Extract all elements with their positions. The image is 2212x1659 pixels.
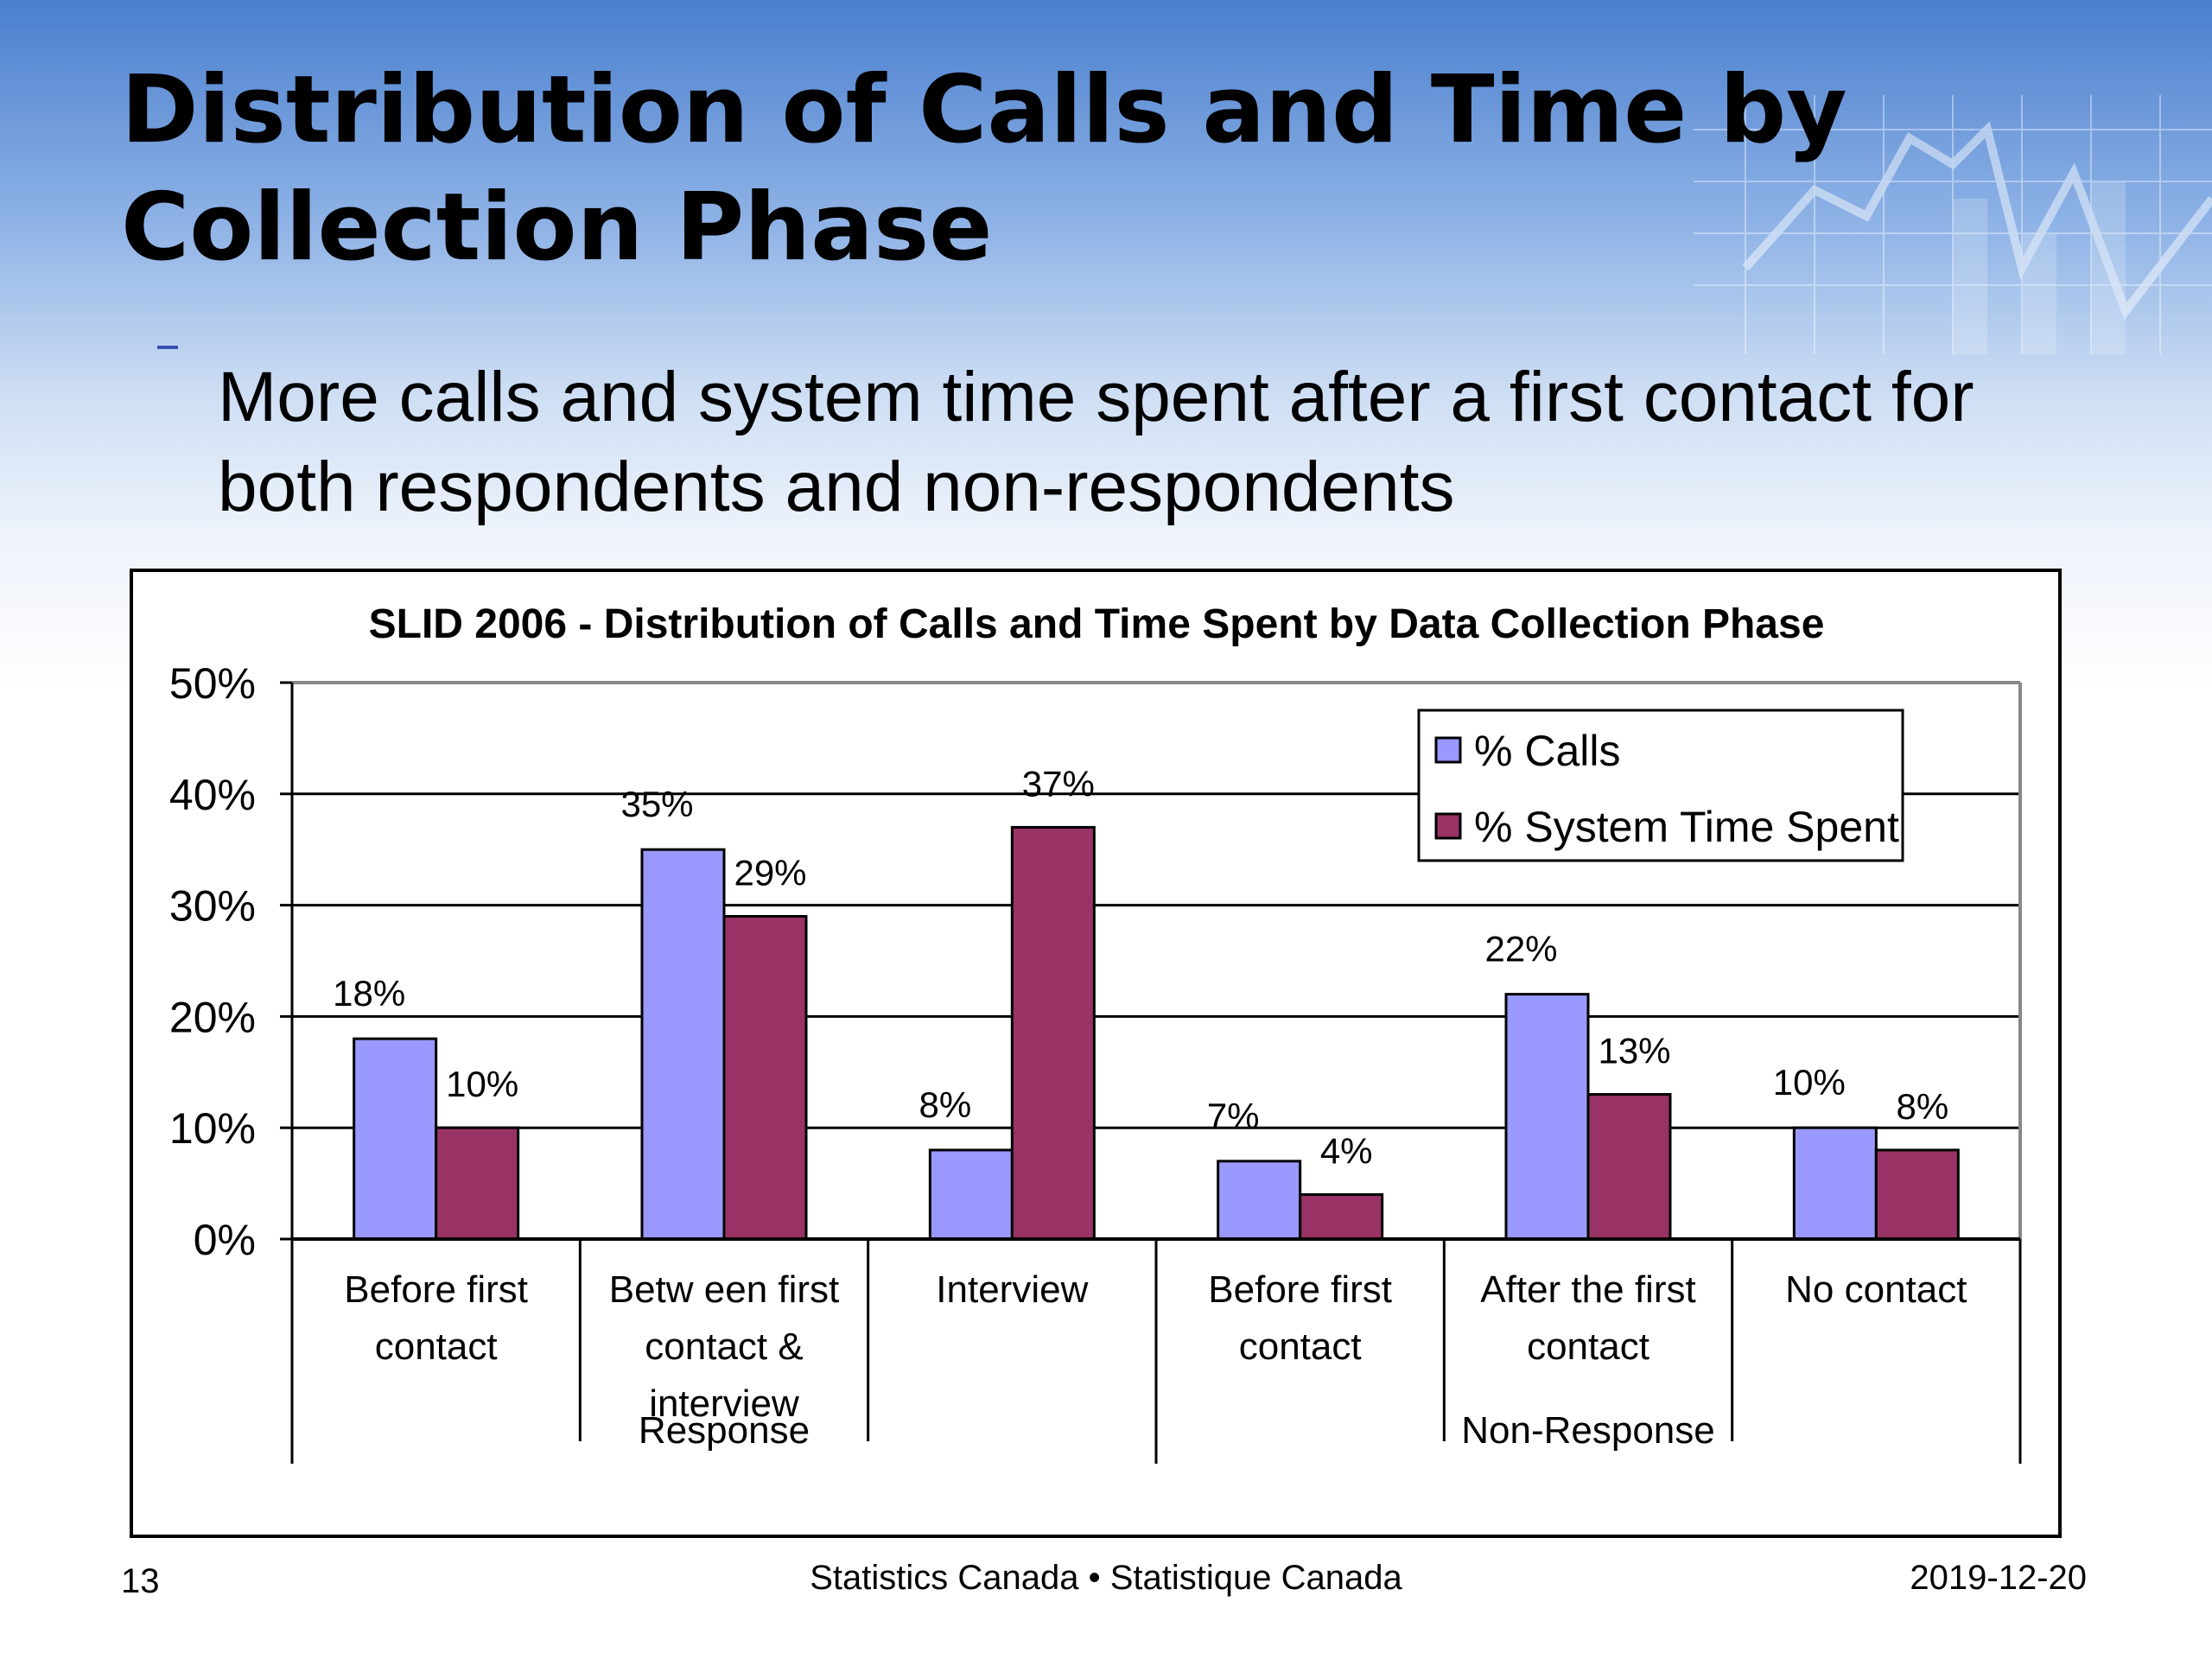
group-label: Response bbox=[639, 1409, 810, 1452]
data-label-calls: 8% bbox=[918, 1084, 971, 1125]
legend-swatch-system-time bbox=[1434, 812, 1462, 840]
category-label: No contact bbox=[1785, 1268, 1967, 1311]
category-label: Interview bbox=[936, 1268, 1088, 1311]
category-label: interview bbox=[649, 1382, 799, 1425]
data-label-calls: 7% bbox=[1207, 1096, 1260, 1136]
y-tick-label: 40% bbox=[169, 771, 256, 819]
bar-system-time bbox=[1299, 1192, 1384, 1241]
bar-calls bbox=[928, 1148, 1014, 1241]
bar-calls bbox=[1217, 1160, 1302, 1241]
bar-system-time bbox=[1010, 825, 1096, 1241]
data-label-system-time: 13% bbox=[1598, 1031, 1670, 1071]
y-tick-label: 10% bbox=[169, 1104, 256, 1153]
y-tick-label: 50% bbox=[169, 659, 256, 708]
y-tick-label: 0% bbox=[194, 1216, 256, 1264]
legend-box bbox=[1417, 709, 1904, 862]
data-label-system-time: 29% bbox=[734, 852, 806, 893]
bar-system-time bbox=[435, 1126, 520, 1241]
legend-label-system-time: % System Time Spent bbox=[1474, 803, 1899, 851]
data-label-system-time: 8% bbox=[1896, 1086, 1948, 1127]
chart-frame: SLID 2006 - Distribution of Calls and Ti… bbox=[130, 569, 2062, 1538]
category-label: Before first bbox=[344, 1268, 528, 1311]
y-tick-label: 30% bbox=[169, 882, 256, 931]
bar-system-time bbox=[1586, 1093, 1672, 1241]
data-label-system-time: 10% bbox=[446, 1064, 518, 1104]
category-label: contact bbox=[1527, 1325, 1649, 1368]
legend-swatch-calls bbox=[1434, 736, 1462, 764]
bar-calls bbox=[640, 848, 726, 1241]
category-label: contact bbox=[1239, 1325, 1362, 1368]
data-label-calls: 10% bbox=[1773, 1062, 1846, 1103]
footer-organization: Statistics Canada • Statistique Canada bbox=[810, 1559, 1402, 1597]
data-label-calls: 35% bbox=[620, 784, 693, 824]
chart-decoration-graphic bbox=[1694, 95, 2212, 354]
bullet-text: More calls and system time spent after a… bbox=[218, 358, 1974, 526]
slide-title: Distribution of Calls and Time by Collec… bbox=[121, 56, 1847, 282]
bar-calls bbox=[1792, 1126, 1878, 1241]
data-label-system-time: 37% bbox=[1022, 763, 1095, 804]
legend-label-calls: % Calls bbox=[1474, 727, 1620, 775]
bar-calls bbox=[353, 1037, 438, 1241]
data-label-calls: 18% bbox=[333, 973, 405, 1014]
category-label: Before first bbox=[1208, 1268, 1392, 1311]
page-number: 13 bbox=[121, 1562, 160, 1600]
bullet-dash-icon bbox=[157, 346, 178, 349]
footer-date: 2019-12-20 bbox=[1910, 1559, 2087, 1597]
bar-calls bbox=[1504, 993, 1590, 1241]
chart-title: SLID 2006 - Distribution of Calls and Ti… bbox=[369, 601, 1825, 647]
bar-system-time bbox=[722, 914, 808, 1241]
group-label: Non-Response bbox=[1461, 1409, 1715, 1452]
data-label-system-time: 4% bbox=[1320, 1130, 1373, 1171]
category-label: contact bbox=[375, 1325, 498, 1368]
category-label: After the first bbox=[1480, 1268, 1695, 1311]
category-label: contact & bbox=[645, 1325, 803, 1368]
data-label-calls: 22% bbox=[1484, 929, 1557, 969]
bar-chart: SLID 2006 - Distribution of Calls and Ti… bbox=[169, 601, 2022, 1464]
category-label: Betw een first bbox=[609, 1268, 840, 1311]
bar-system-time bbox=[1874, 1148, 1960, 1241]
y-tick-label: 20% bbox=[169, 993, 256, 1041]
